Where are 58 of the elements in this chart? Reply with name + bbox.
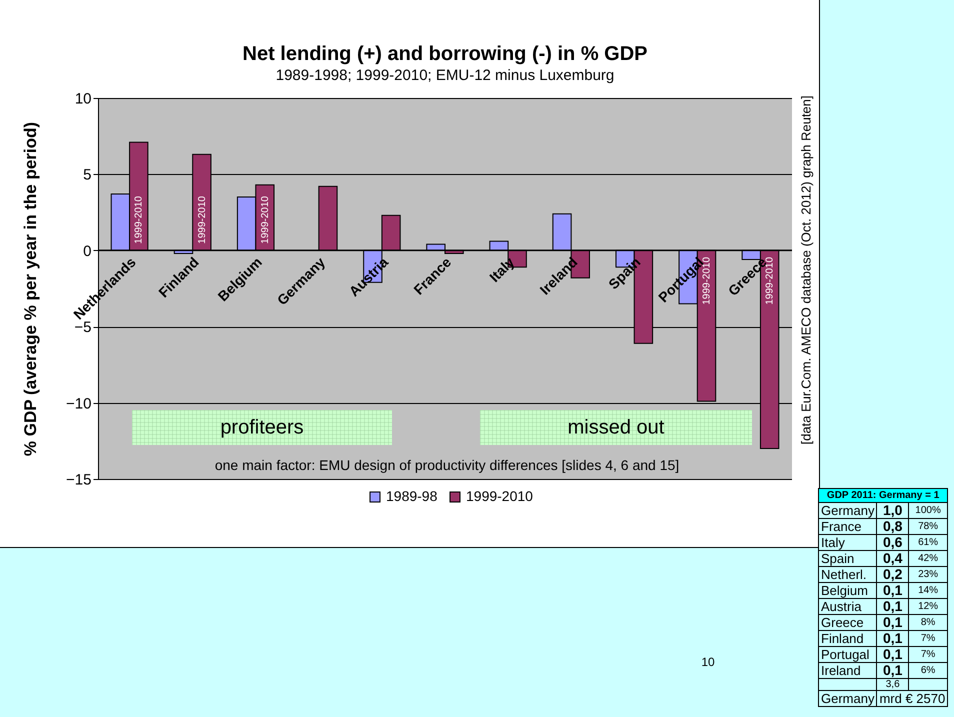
text: Germany: [818, 502, 877, 518]
y-tick-label: −15: [66, 472, 92, 488]
text: 0,8: [876, 518, 908, 534]
legend-label: 1989-98: [386, 488, 438, 504]
text: Italy: [818, 534, 877, 550]
text: 0,6: [876, 534, 908, 550]
text: Belgium: [818, 582, 877, 598]
text: 6%: [908, 662, 948, 678]
annotation: 1999-2010: [134, 196, 145, 244]
text: 0,1: [876, 630, 908, 646]
text: Spain: [818, 550, 877, 566]
text: Germany: [818, 690, 877, 706]
annotation: 1999-2010: [702, 256, 713, 305]
text: 0,1: [876, 598, 908, 614]
annotation: 1999-2010: [764, 256, 776, 305]
text: 12%: [908, 598, 948, 614]
text: GDP 2011: Germany = 1: [818, 488, 948, 502]
text: 42%: [908, 550, 948, 566]
y-tick-label: −5: [74, 319, 92, 336]
text: Netherl.: [818, 566, 877, 582]
text: Greece: [818, 614, 877, 630]
text: 7%: [908, 646, 948, 662]
annotation: 1999-2010: [260, 196, 271, 244]
y-axis-title: % GDP (average % per year in the period): [21, 122, 40, 456]
text: Ireland: [818, 662, 877, 678]
annotation: profiteers: [220, 416, 304, 439]
text: 1,0: [876, 502, 908, 518]
text: 0,1: [876, 662, 908, 678]
text: 14%: [908, 582, 948, 598]
text: 0,1: [876, 582, 908, 598]
text: mrd € 2570: [876, 690, 948, 706]
y-tick-label: −10: [66, 395, 92, 412]
text: 100%: [908, 502, 948, 518]
text: 7%: [908, 630, 948, 646]
text: Finland: [818, 630, 877, 646]
text: France: [818, 518, 877, 534]
annotation: 1999-2010: [196, 196, 208, 244]
chart-subtitle: 1989-1998; 1999-2010; EMU-12 minus Luxemburg: [276, 67, 614, 84]
text: 3,6: [876, 678, 908, 690]
legend-label: 1999-2010: [466, 488, 534, 504]
text: 8%: [908, 614, 948, 630]
y-tick-label: 10: [74, 90, 92, 108]
annotation: one main factor: EMU design of productivity differences [slides 4, 6 and 15]: [214, 457, 680, 473]
text: 0,4: [876, 550, 908, 566]
text: 23%: [908, 566, 948, 582]
y-tick-label: 5: [83, 166, 92, 184]
text: 0,1: [876, 614, 908, 630]
y-tick-label: 0: [83, 242, 92, 260]
text: Austria: [818, 598, 877, 614]
chart-title: Net lending (+) and borrowing (-) in % GDP: [242, 43, 648, 65]
text: 0,1: [876, 646, 908, 662]
text: 61%: [908, 534, 948, 550]
text: 10: [701, 655, 715, 669]
text: Portugal: [818, 646, 877, 662]
annotation: missed out: [568, 416, 664, 439]
text: 0,2: [876, 566, 908, 582]
text: [data Eur.Com. AMECO database (Oct. 2012) graph Reuten]: [798, 95, 814, 445]
text: 78%: [908, 518, 948, 534]
